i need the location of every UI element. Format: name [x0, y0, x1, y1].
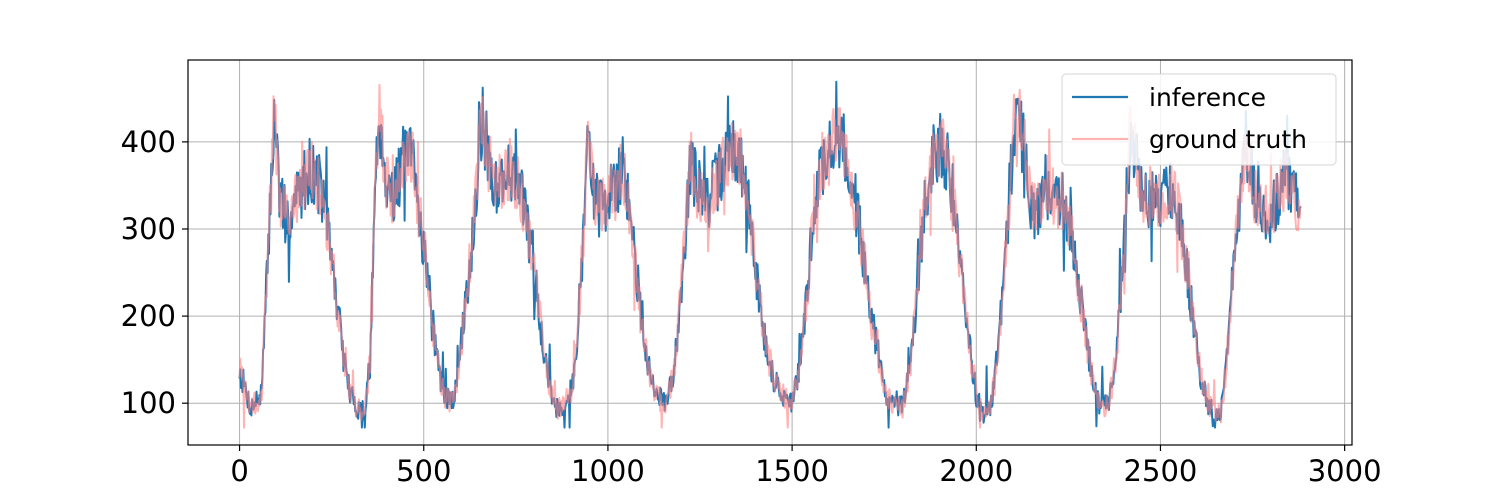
plot-frame: [187, 59, 1353, 446]
legend-label-inference: inference: [1149, 83, 1266, 112]
x-tick-label: 0: [230, 454, 248, 488]
y-tick-label: 200: [121, 299, 176, 333]
x-tick-label: 3000: [1308, 454, 1382, 488]
x-tick-label: 1500: [755, 454, 829, 488]
x-tick-label: 2000: [939, 454, 1013, 488]
legend-label-ground-truth: ground truth: [1149, 125, 1307, 154]
x-tick-label: 500: [396, 454, 451, 488]
x-tick-label: 1000: [571, 454, 645, 488]
x-axis: 0 500 1000 1500 2000 2500 3000: [230, 445, 1382, 488]
y-tick-label: 400: [121, 125, 176, 159]
series-line-ground-truth: [238, 83, 1302, 429]
y-tick-label: 300: [121, 212, 176, 246]
series-lines: [238, 80, 1302, 429]
x-tick-label: 2500: [1124, 454, 1198, 488]
y-tick-label: 100: [121, 386, 176, 420]
legend: inference ground truth: [1061, 73, 1337, 166]
legend-box: [1061, 73, 1337, 166]
y-axis: 100 200 300 400: [121, 125, 188, 420]
